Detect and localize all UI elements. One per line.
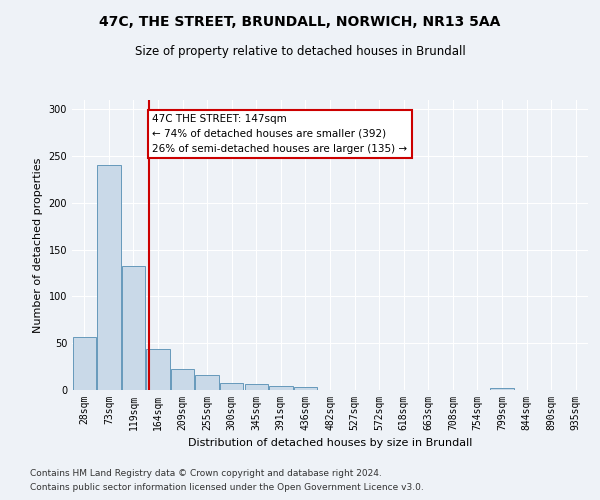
Bar — [220, 384, 244, 390]
Bar — [490, 388, 514, 390]
Bar — [269, 386, 293, 390]
Bar — [146, 349, 170, 390]
Bar — [122, 266, 145, 390]
Text: Contains public sector information licensed under the Open Government Licence v3: Contains public sector information licen… — [30, 484, 424, 492]
Bar — [245, 384, 268, 390]
Bar — [294, 387, 317, 390]
Text: Contains HM Land Registry data © Crown copyright and database right 2024.: Contains HM Land Registry data © Crown c… — [30, 468, 382, 477]
Text: Size of property relative to detached houses in Brundall: Size of property relative to detached ho… — [134, 45, 466, 58]
Text: 47C THE STREET: 147sqm
← 74% of detached houses are smaller (392)
26% of semi-de: 47C THE STREET: 147sqm ← 74% of detached… — [152, 114, 407, 154]
Y-axis label: Number of detached properties: Number of detached properties — [33, 158, 43, 332]
Text: 47C, THE STREET, BRUNDALL, NORWICH, NR13 5AA: 47C, THE STREET, BRUNDALL, NORWICH, NR13… — [100, 15, 500, 29]
Bar — [73, 336, 96, 390]
X-axis label: Distribution of detached houses by size in Brundall: Distribution of detached houses by size … — [188, 438, 472, 448]
Bar — [97, 164, 121, 390]
Bar — [171, 370, 194, 390]
Bar — [196, 375, 219, 390]
